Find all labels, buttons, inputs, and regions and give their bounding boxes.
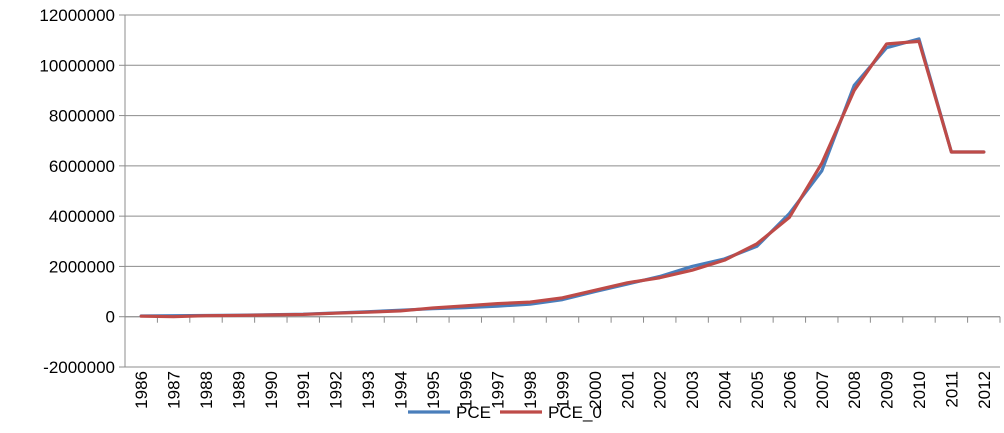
x-tick-label: 2005 <box>748 371 767 409</box>
x-tick-label: 1986 <box>132 371 151 409</box>
x-tick-label: 2004 <box>716 371 735 409</box>
x-tick-label: 2000 <box>586 371 605 409</box>
y-tick-label: 12000000 <box>39 6 115 25</box>
y-tick-label: 6000000 <box>49 157 115 176</box>
series-lines <box>139 37 986 319</box>
x-tick-labels: 1986 1987 1988 1989 1990 1991 1992 1993 1994 1995… <box>132 371 994 409</box>
x-tick-label: 1996 <box>456 371 475 409</box>
series-line-pce <box>139 37 986 318</box>
x-tick-label: 1998 <box>521 371 540 409</box>
x-tick-label: 2001 <box>618 371 637 409</box>
x-tick-label: 1993 <box>359 371 378 409</box>
x-tick-label: 1987 <box>165 371 184 409</box>
x-tick-label: 1991 <box>294 371 313 409</box>
series-line-pce-0 <box>139 39 986 319</box>
y-tick-label: 10000000 <box>39 56 115 75</box>
legend: PCE PCE_0 <box>408 403 602 422</box>
x-tick-label: 1999 <box>554 371 573 409</box>
legend-label: PCE <box>456 403 491 422</box>
x-tick-label: 1988 <box>197 371 216 409</box>
x-tick-label: 1995 <box>424 371 443 409</box>
y-tick-label: 0 <box>106 308 115 327</box>
x-tick-label: 2010 <box>910 371 929 409</box>
x-tick-label: 1992 <box>327 371 346 409</box>
x-tick-label: 2009 <box>878 371 897 409</box>
x-tick-label: 2012 <box>975 371 994 409</box>
x-tick-label: 2007 <box>813 371 832 409</box>
x-tick-label: 2008 <box>845 371 864 409</box>
x-tick-label: 2003 <box>683 371 702 409</box>
y-tick-label: 4000000 <box>49 207 115 226</box>
y-tick-label: -2000000 <box>43 358 115 377</box>
y-tick-label: 8000000 <box>49 107 115 126</box>
x-tick-label: 1997 <box>489 371 508 409</box>
x-tick-label: 1989 <box>229 371 248 409</box>
axes <box>119 14 1001 368</box>
x-tick-label: 1994 <box>391 371 410 409</box>
x-tick-label: 2011 <box>942 371 961 408</box>
x-tick-label: 1990 <box>262 371 281 409</box>
x-tick-label: 2002 <box>651 371 670 409</box>
legend-label: PCE_0 <box>548 403 602 422</box>
y-tick-label: 2000000 <box>49 257 115 276</box>
y-tick-labels: -2000000 0 2000000 4000000 6000000 8000000 100… <box>39 6 115 377</box>
x-tick-label: 2006 <box>780 371 799 409</box>
